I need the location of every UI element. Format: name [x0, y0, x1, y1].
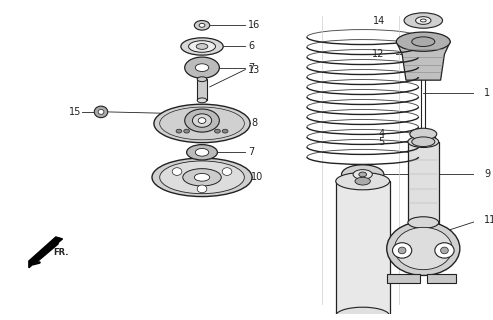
Text: FR.: FR.	[53, 248, 69, 257]
Ellipse shape	[154, 104, 250, 143]
Ellipse shape	[195, 64, 209, 71]
Ellipse shape	[187, 145, 217, 160]
Ellipse shape	[194, 20, 210, 30]
Ellipse shape	[152, 158, 252, 196]
Ellipse shape	[172, 168, 182, 175]
Ellipse shape	[336, 307, 389, 320]
Ellipse shape	[355, 177, 370, 185]
Ellipse shape	[412, 37, 435, 46]
Bar	[197, 79, 207, 100]
Bar	[336, 181, 389, 316]
Ellipse shape	[94, 106, 108, 118]
Ellipse shape	[197, 77, 207, 82]
Ellipse shape	[410, 128, 437, 140]
Text: 1: 1	[484, 88, 490, 98]
Ellipse shape	[194, 173, 210, 181]
Ellipse shape	[394, 227, 452, 270]
Text: 12: 12	[372, 49, 385, 59]
Text: 7: 7	[248, 147, 254, 157]
Ellipse shape	[198, 118, 206, 124]
Text: 4: 4	[379, 129, 385, 139]
Ellipse shape	[353, 170, 372, 179]
Ellipse shape	[336, 172, 389, 190]
Bar	[412, 132, 435, 142]
Ellipse shape	[222, 129, 228, 133]
Ellipse shape	[222, 168, 232, 175]
Ellipse shape	[197, 185, 207, 193]
Ellipse shape	[160, 161, 245, 194]
Bar	[408, 142, 439, 222]
Ellipse shape	[398, 247, 406, 254]
Ellipse shape	[404, 13, 443, 28]
Text: 9: 9	[484, 169, 490, 180]
Ellipse shape	[185, 57, 219, 78]
Text: 11: 11	[484, 215, 493, 225]
Ellipse shape	[185, 109, 219, 132]
Ellipse shape	[195, 148, 209, 156]
Text: 15: 15	[70, 107, 82, 117]
Text: 16: 16	[248, 20, 260, 30]
Text: 7: 7	[248, 63, 254, 73]
Ellipse shape	[214, 129, 220, 133]
Ellipse shape	[359, 172, 366, 177]
Text: 6: 6	[248, 42, 254, 52]
Ellipse shape	[392, 243, 412, 258]
Ellipse shape	[176, 129, 182, 133]
Text: 13: 13	[248, 65, 260, 75]
Bar	[427, 274, 456, 283]
Ellipse shape	[412, 137, 435, 147]
Polygon shape	[396, 42, 450, 80]
Bar	[387, 274, 420, 283]
Ellipse shape	[387, 221, 460, 276]
Ellipse shape	[183, 169, 221, 186]
Ellipse shape	[396, 32, 450, 51]
Ellipse shape	[342, 165, 384, 184]
Ellipse shape	[181, 38, 223, 55]
Ellipse shape	[199, 23, 205, 27]
Ellipse shape	[184, 129, 189, 133]
Ellipse shape	[408, 217, 439, 228]
Ellipse shape	[196, 44, 208, 49]
Ellipse shape	[435, 243, 454, 258]
Ellipse shape	[416, 17, 431, 24]
Ellipse shape	[408, 136, 439, 148]
Ellipse shape	[98, 109, 104, 114]
Ellipse shape	[188, 41, 215, 52]
Text: 10: 10	[251, 172, 263, 182]
Polygon shape	[29, 237, 63, 268]
Text: 14: 14	[373, 15, 385, 26]
Ellipse shape	[197, 98, 207, 103]
Ellipse shape	[192, 114, 211, 127]
Ellipse shape	[421, 19, 426, 22]
Ellipse shape	[441, 247, 448, 254]
Text: 8: 8	[251, 118, 257, 128]
Text: 5: 5	[379, 137, 385, 147]
